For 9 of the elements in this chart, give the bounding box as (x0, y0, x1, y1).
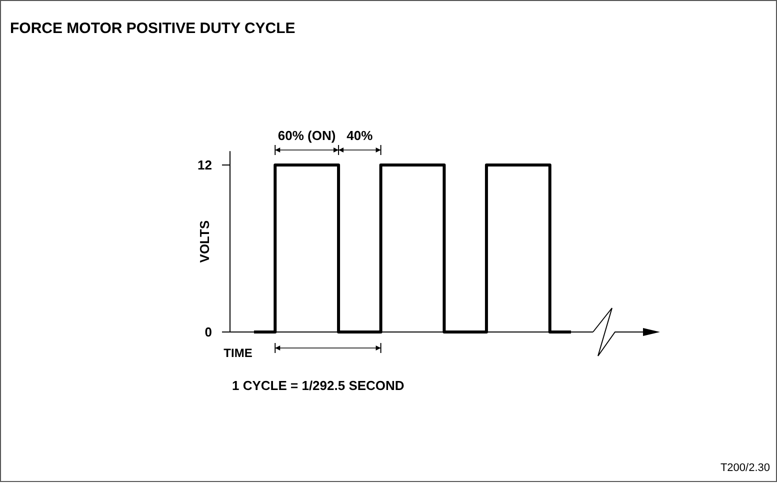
y-tick-label: 12 (198, 158, 212, 173)
text: 40% (346, 128, 374, 143)
chart-title: FORCE MOTOR POSITIVE DUTY CYCLE (10, 20, 296, 37)
y-axis-title: VOLTS (197, 220, 212, 263)
text: 60% (ON) (278, 128, 336, 143)
x-axis-title: TIME (224, 346, 252, 360)
text: 1 CYCLE = 1/292.5 SECOND (232, 378, 404, 393)
y-tick-label: 0 (204, 324, 212, 340)
text: T200/2.30 (720, 462, 770, 474)
